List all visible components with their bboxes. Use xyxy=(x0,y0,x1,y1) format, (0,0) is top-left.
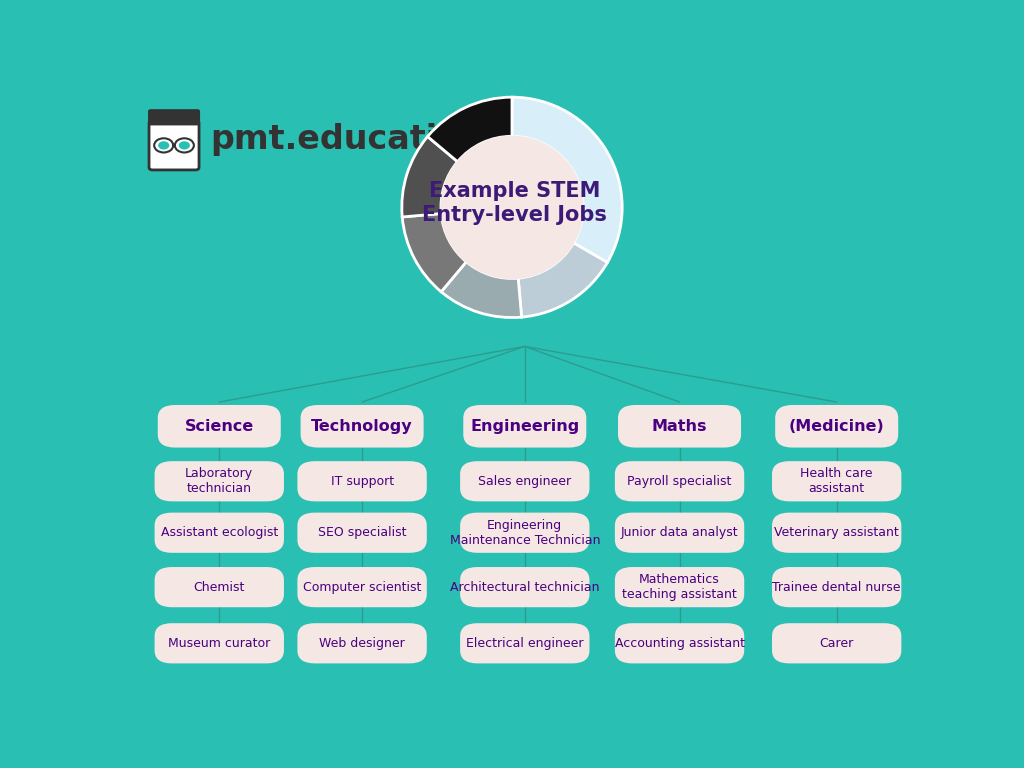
Text: SEO specialist: SEO specialist xyxy=(317,526,407,539)
Text: Trainee dental nurse: Trainee dental nurse xyxy=(772,581,901,594)
Wedge shape xyxy=(402,214,466,292)
Text: Technology: Technology xyxy=(311,419,413,434)
Text: Web designer: Web designer xyxy=(319,637,404,650)
FancyBboxPatch shape xyxy=(155,461,284,502)
Text: Mathematics
teaching assistant: Mathematics teaching assistant xyxy=(623,573,737,601)
FancyBboxPatch shape xyxy=(460,567,590,607)
FancyBboxPatch shape xyxy=(614,512,744,553)
Text: Electrical engineer: Electrical engineer xyxy=(466,637,584,650)
FancyBboxPatch shape xyxy=(297,461,427,502)
Text: (Medicine): (Medicine) xyxy=(788,419,885,434)
FancyBboxPatch shape xyxy=(158,405,281,448)
Text: Museum curator: Museum curator xyxy=(168,637,270,650)
Text: pmt.education: pmt.education xyxy=(210,123,484,156)
Text: Science: Science xyxy=(184,419,254,434)
Text: Carer: Carer xyxy=(819,637,854,650)
FancyBboxPatch shape xyxy=(614,567,744,607)
Text: Junior data analyst: Junior data analyst xyxy=(621,526,738,539)
FancyBboxPatch shape xyxy=(297,623,427,664)
FancyBboxPatch shape xyxy=(772,567,901,607)
FancyBboxPatch shape xyxy=(155,623,284,664)
Wedge shape xyxy=(428,98,512,161)
Circle shape xyxy=(175,138,194,153)
Text: Payroll specialist: Payroll specialist xyxy=(628,475,732,488)
Text: Veterinary assistant: Veterinary assistant xyxy=(774,526,899,539)
FancyBboxPatch shape xyxy=(297,567,427,607)
FancyBboxPatch shape xyxy=(772,461,901,502)
Text: Maths: Maths xyxy=(652,419,708,434)
Circle shape xyxy=(155,138,173,153)
Text: Assistant ecologist: Assistant ecologist xyxy=(161,526,278,539)
Wedge shape xyxy=(441,262,521,317)
FancyBboxPatch shape xyxy=(772,512,901,553)
FancyBboxPatch shape xyxy=(460,461,590,502)
Wedge shape xyxy=(401,137,458,217)
FancyBboxPatch shape xyxy=(460,623,590,664)
Text: Engineering: Engineering xyxy=(470,419,580,434)
Text: Health care
assistant: Health care assistant xyxy=(801,467,872,495)
Text: Engineering
Maintenance Technician: Engineering Maintenance Technician xyxy=(450,518,600,547)
Text: Sales engineer: Sales engineer xyxy=(478,475,571,488)
FancyBboxPatch shape xyxy=(155,567,284,607)
FancyBboxPatch shape xyxy=(614,461,744,502)
FancyBboxPatch shape xyxy=(772,623,901,664)
Wedge shape xyxy=(512,98,623,263)
Text: Example STEM
Entry-level Jobs: Example STEM Entry-level Jobs xyxy=(422,181,606,224)
FancyBboxPatch shape xyxy=(301,405,424,448)
FancyBboxPatch shape xyxy=(614,623,744,664)
Text: Chemist: Chemist xyxy=(194,581,245,594)
Text: Architectural technician: Architectural technician xyxy=(451,581,599,594)
Text: IT support: IT support xyxy=(331,475,393,488)
FancyBboxPatch shape xyxy=(775,405,898,448)
Text: Computer scientist: Computer scientist xyxy=(303,581,421,594)
FancyBboxPatch shape xyxy=(150,121,199,170)
Text: Accounting assistant: Accounting assistant xyxy=(614,637,744,650)
Wedge shape xyxy=(518,243,607,317)
FancyBboxPatch shape xyxy=(618,405,741,448)
FancyBboxPatch shape xyxy=(150,110,199,124)
Circle shape xyxy=(179,141,189,150)
Text: Laboratory
technician: Laboratory technician xyxy=(185,467,253,495)
FancyBboxPatch shape xyxy=(297,512,427,553)
FancyBboxPatch shape xyxy=(463,405,587,448)
Circle shape xyxy=(158,141,169,150)
FancyBboxPatch shape xyxy=(155,512,284,553)
Circle shape xyxy=(441,136,583,279)
FancyBboxPatch shape xyxy=(460,512,590,553)
